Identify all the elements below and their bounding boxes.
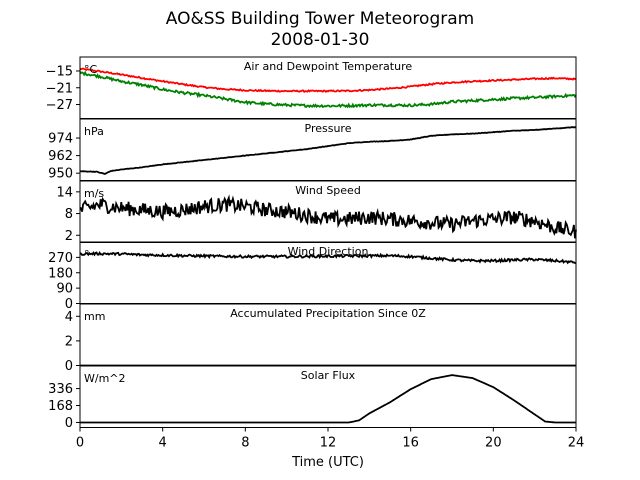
x-tick-label: 20 <box>485 436 502 451</box>
x-tick-label: 4 <box>159 436 167 451</box>
temperature-unit-label: °C <box>84 63 98 76</box>
x-tick-label: 24 <box>568 436 585 451</box>
temperature-ytick-label: −27 <box>46 98 73 113</box>
pressure-ytick-label: 974 <box>48 132 73 147</box>
wind_direction-series-line-0 <box>79 251 577 265</box>
x-axis-label: Time (UTC) <box>291 455 364 470</box>
x-tick-label: 16 <box>402 436 419 451</box>
temperature-panel-title: Air and Dewpoint Temperature <box>244 60 412 73</box>
wind_speed-ytick-label: 8 <box>65 207 73 222</box>
figure-title-line2: 2008-01-30 <box>271 30 370 50</box>
precipitation-ytick-label: 0 <box>65 359 73 374</box>
temperature-ytick-label: −15 <box>46 64 73 79</box>
x-tick-label: 12 <box>320 436 337 451</box>
wind_direction-unit-label: ° <box>84 248 90 261</box>
pressure-unit-label: hPa <box>84 125 104 138</box>
x-axis: 0 4 8 12 16 20 24 <box>76 436 584 451</box>
panel-solar_flux: 0 168 336 Solar Flux W/m^2 <box>48 365 577 432</box>
wind_speed-ytick-label: 14 <box>56 185 73 200</box>
x-tick-label: 8 <box>241 436 249 451</box>
wind_direction-ytick-label: 180 <box>48 266 73 281</box>
pressure-series-line-0 <box>79 126 577 175</box>
wind_direction-ytick-label: 270 <box>48 251 73 266</box>
pressure-ytick-label: 962 <box>48 149 73 164</box>
wind_speed-series-line-0 <box>79 194 577 239</box>
solar_flux-unit-label: W/m^2 <box>84 372 126 385</box>
precipitation-panel-title: Accumulated Precipitation Since 0Z <box>230 307 426 320</box>
wind_direction-panel-title: Wind Direction <box>288 245 369 258</box>
wind_speed-panel-title: Wind Speed <box>295 184 361 197</box>
x-tick-label: 0 <box>76 436 84 451</box>
panel-temperature: −15 −21 −27 Air and Dewpoint Temperature °C <box>46 56 577 119</box>
temperature-ytick-label: −21 <box>46 81 73 96</box>
wind_speed-ytick-label: 2 <box>65 229 73 244</box>
precipitation-unit-label: mm <box>84 310 105 323</box>
panel-wind_speed: 2 8 14 Wind Speed m/s <box>56 180 577 244</box>
temperature-series-line-1 <box>79 70 577 109</box>
pressure-panel-title: Pressure <box>305 122 352 135</box>
panels-group: −15 −21 −27 Air and Dewpoint Temperature °C 9… <box>46 56 577 432</box>
solar_flux-ytick-label: 0 <box>65 416 73 431</box>
pressure-ytick-label: 950 <box>48 167 73 182</box>
wind_direction-ytick-label: 0 <box>65 297 73 312</box>
temperature-series-line-0 <box>79 67 577 94</box>
panel-pressure: 950 962 974 Pressure hPa <box>48 118 577 182</box>
wind_speed-unit-label: m/s <box>84 187 104 200</box>
precipitation-ytick-label: 4 <box>65 310 73 325</box>
panel-precipitation: 0 2 4 Accumulated Precipitation Since 0Z mm <box>65 303 577 374</box>
solar_flux-ytick-label: 336 <box>48 382 73 397</box>
precipitation-ytick-label: 2 <box>65 334 73 349</box>
solar_flux-ytick-label: 168 <box>48 399 73 414</box>
figure-title-line1: AO&SS Building Tower Meteorogram <box>166 9 474 29</box>
solar_flux-panel-title: Solar Flux <box>301 369 356 382</box>
wind_direction-ytick-label: 90 <box>56 282 73 297</box>
solar_flux-series-line-0 <box>80 374 576 424</box>
